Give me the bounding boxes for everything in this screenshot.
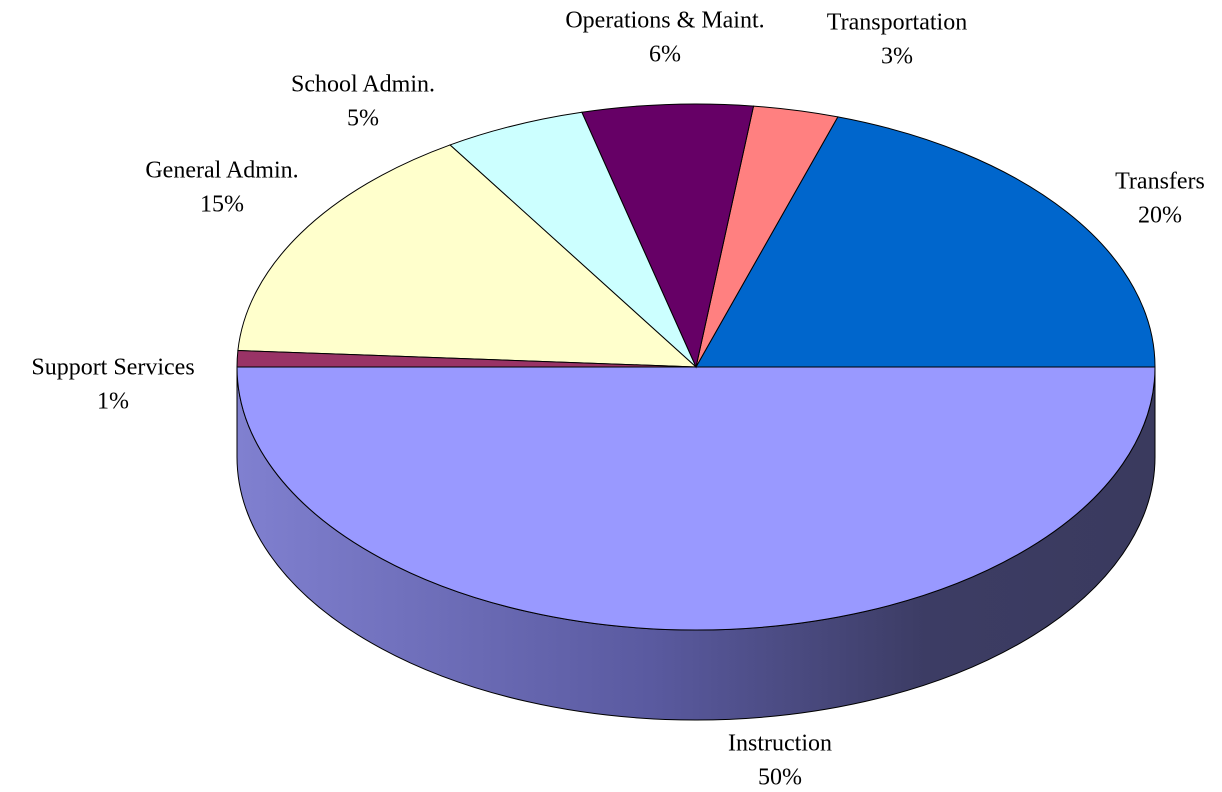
slice-value-label: 1% bbox=[97, 389, 129, 415]
slice-label: Transportation bbox=[827, 10, 967, 36]
slice-value-label: 3% bbox=[881, 44, 913, 70]
pie-slice bbox=[581, 103, 755, 369]
slice-label: School Admin. bbox=[291, 72, 435, 98]
pie-slice bbox=[449, 111, 697, 368]
slice-label: Transfers bbox=[1115, 169, 1205, 195]
slice-value-label: 20% bbox=[1138, 203, 1182, 229]
slice-value-label: 50% bbox=[758, 765, 802, 791]
pie-slice bbox=[695, 116, 1156, 368]
slice-label: Operations & Maint. bbox=[565, 8, 764, 34]
pie-slice bbox=[236, 366, 1156, 631]
slice-label: General Admin. bbox=[145, 158, 298, 184]
pie-slice bbox=[236, 349, 697, 368]
slice-value-label: 15% bbox=[200, 192, 244, 218]
slice-label: Support Services bbox=[31, 355, 194, 381]
slice-label: Instruction bbox=[728, 731, 832, 757]
slice-value-label: 6% bbox=[649, 42, 681, 68]
pie-slice bbox=[237, 144, 698, 368]
slice-value-label: 5% bbox=[347, 106, 379, 132]
